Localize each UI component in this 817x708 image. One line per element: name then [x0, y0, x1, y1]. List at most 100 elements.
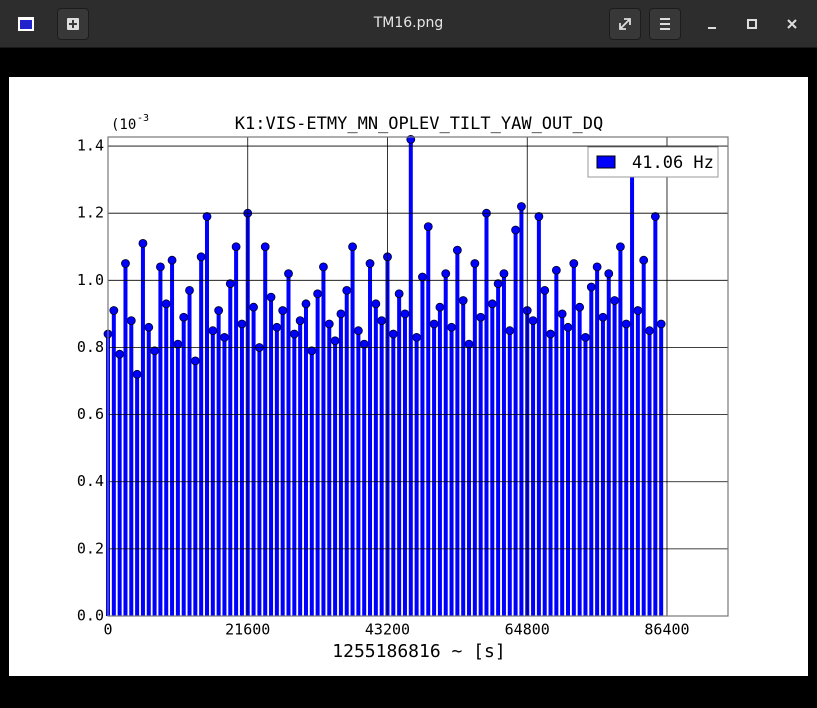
stem: [274, 327, 279, 616]
marker: [394, 289, 404, 299]
marker: [476, 312, 486, 322]
marker: [353, 326, 363, 336]
marker: [208, 326, 218, 336]
maximize-button[interactable]: [742, 14, 762, 34]
minimize-button[interactable]: [702, 14, 722, 34]
stem: [560, 313, 565, 616]
stem: [152, 350, 157, 616]
plot-frame: [107, 136, 729, 617]
marker: [196, 252, 206, 262]
stem: [140, 243, 145, 616]
marker: [511, 225, 520, 235]
stem: [612, 300, 617, 616]
x-tick-label: 0: [103, 621, 112, 639]
stem: [170, 260, 175, 616]
stem: [478, 317, 483, 616]
stem: [210, 330, 215, 616]
stem: [496, 283, 501, 616]
stem: [455, 250, 460, 616]
marker: [307, 346, 317, 356]
marker: [528, 316, 538, 326]
marker: [464, 339, 474, 349]
stem: [507, 330, 512, 616]
stem: [158, 266, 163, 616]
x-tick-label: 21600: [225, 621, 270, 639]
marker: [173, 339, 183, 349]
stem: [618, 246, 623, 616]
marker: [592, 262, 602, 272]
stem: [519, 206, 524, 617]
marker: [231, 242, 241, 252]
stem: [321, 266, 326, 616]
stem: [432, 323, 437, 616]
stem: [577, 307, 582, 616]
marker: [598, 312, 608, 322]
stem: [467, 344, 472, 616]
stem: [379, 320, 384, 616]
stem: [269, 297, 274, 616]
marker: [650, 212, 660, 221]
stem: [193, 360, 198, 616]
fullscreen-button[interactable]: [609, 8, 641, 40]
stem: [286, 273, 291, 616]
marker: [324, 319, 334, 329]
stem: [542, 290, 547, 616]
x-tick-label: 86400: [644, 621, 689, 639]
marker: [260, 242, 270, 252]
new-button[interactable]: [57, 8, 89, 40]
stem: [204, 216, 209, 617]
marker: [575, 302, 585, 312]
menu-button[interactable]: [649, 8, 681, 40]
stem: [397, 293, 402, 616]
marker: [505, 326, 515, 336]
stem: [414, 337, 419, 616]
legend-swatch: [596, 155, 616, 169]
marker: [452, 245, 462, 255]
marker: [319, 262, 328, 272]
marker: [616, 242, 625, 252]
stem: [199, 256, 204, 616]
marker: [551, 265, 561, 275]
stem: [391, 334, 396, 616]
marker: [115, 349, 125, 359]
stem: [554, 270, 559, 616]
marker: [225, 279, 235, 289]
marker: [639, 255, 649, 265]
stem: [263, 246, 268, 616]
marker: [371, 299, 381, 309]
marker: [144, 322, 154, 332]
stem: [344, 290, 349, 616]
marker: [487, 299, 497, 309]
y-tick-label: 1.2: [77, 204, 104, 222]
stem: [373, 303, 378, 616]
x-axis-label: 1255186816 ~ [s]: [332, 641, 505, 662]
marker: [388, 329, 398, 339]
chart-title: K1:VIS-ETMY_MN_OPLEV_TILT_YAW_OUT_DQ: [235, 114, 603, 134]
marker: [604, 269, 614, 279]
marker: [517, 202, 526, 211]
app-icon: [18, 17, 34, 31]
stem: [443, 273, 448, 616]
marker: [470, 259, 480, 268]
stem: [606, 273, 611, 616]
close-button[interactable]: [782, 14, 802, 34]
stem: [239, 323, 244, 616]
stem: [123, 263, 128, 616]
marker: [621, 319, 631, 329]
marker: [109, 306, 119, 315]
marker: [377, 316, 387, 326]
stem: [624, 323, 629, 616]
y-tick-label: 1.4: [77, 137, 104, 155]
marker: [546, 329, 555, 339]
stem: [548, 334, 553, 616]
marker: [499, 269, 509, 279]
marker: [202, 212, 212, 221]
image-view: K1:VIS-ETMY_MN_OPLEV_TILT_YAW_OUT_DQ 125…: [9, 77, 808, 676]
marker: [569, 259, 579, 268]
y-tick-label: 0.6: [77, 405, 104, 423]
stem: [135, 374, 140, 616]
marker: [534, 212, 544, 221]
marker: [336, 309, 346, 319]
stem: [420, 276, 425, 616]
stem: [501, 273, 506, 616]
